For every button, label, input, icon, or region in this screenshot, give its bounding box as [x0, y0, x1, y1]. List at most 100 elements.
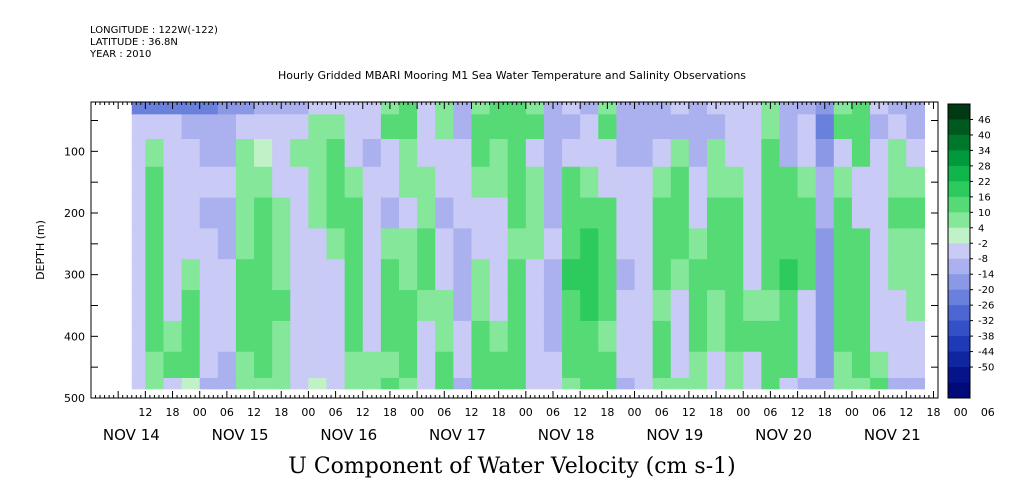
- heatmap-cell: [562, 228, 581, 260]
- heatmap-cell: [580, 102, 599, 115]
- heatmap-cell: [507, 102, 527, 115]
- colorbar-swatch: [948, 227, 970, 244]
- heatmap-cell: [797, 166, 817, 199]
- x-tick-label: 18: [383, 406, 397, 419]
- heatmap-cell: [688, 197, 708, 230]
- heatmap-cell: [399, 351, 418, 379]
- colorbar-label: -38: [978, 332, 994, 343]
- heatmap-cell: [562, 139, 581, 168]
- heatmap-cell: [235, 114, 255, 140]
- heatmap-cell: [362, 351, 382, 379]
- heatmap-cell: [851, 377, 871, 390]
- heatmap-cell: [888, 259, 907, 291]
- heatmap-cell: [344, 320, 364, 353]
- heatmap-cell: [906, 197, 926, 230]
- heatmap-cell: [543, 197, 563, 230]
- longitude-label: LONGITUDE : 122W(-122): [90, 25, 218, 36]
- colorbar-swatch: [948, 196, 970, 213]
- x-tick-label: 00: [736, 406, 750, 419]
- heatmap-cell: [417, 197, 436, 230]
- heatmap-cell: [525, 351, 545, 379]
- x-tick-label: 18: [166, 406, 180, 419]
- heatmap-cell: [326, 228, 346, 260]
- heatmap-cell: [453, 320, 473, 353]
- heatmap-cell: [471, 290, 491, 322]
- heatmap-cell: [489, 377, 509, 390]
- heatmap-cell: [217, 259, 237, 291]
- heatmap-cell: [580, 377, 599, 390]
- heatmap-cell: [344, 114, 364, 140]
- heatmap-cell: [888, 377, 907, 390]
- x-day-label: NOV 18: [538, 426, 595, 444]
- x-day-label: NOV 21: [864, 426, 921, 444]
- heatmap-cell: [272, 197, 291, 230]
- heatmap-cell: [906, 320, 926, 353]
- heatmap-cell: [131, 259, 146, 291]
- heatmap-cell: [707, 259, 726, 291]
- x-tick-label: 06: [655, 406, 669, 419]
- heatmap-cell: [326, 139, 346, 168]
- x-tick-label: 00: [301, 406, 315, 419]
- x-tick-label: 06: [763, 406, 777, 419]
- heatmap-cell: [525, 114, 545, 140]
- heatmap-cell: [906, 114, 926, 140]
- y-tick-label: 100: [64, 145, 85, 158]
- heatmap-cell: [163, 166, 183, 199]
- heatmap-cell: [562, 259, 581, 291]
- heatmap-cell: [435, 114, 454, 140]
- heatmap-cell: [670, 259, 690, 291]
- heatmap-cell: [797, 114, 817, 140]
- colorbar-label: 4: [978, 223, 984, 234]
- heatmap-cell: [725, 114, 744, 140]
- heatmap-cell: [471, 228, 491, 260]
- heatmap-cell: [833, 114, 853, 140]
- heatmap-cell: [507, 228, 527, 260]
- heatmap-cell: [815, 197, 835, 230]
- heatmap-cell: [326, 290, 346, 322]
- heatmap-cell: [235, 197, 255, 230]
- heatmap-cell: [707, 290, 726, 322]
- heatmap-cell: [743, 320, 762, 353]
- heatmap-cell: [743, 114, 762, 140]
- heatmap-cell: [906, 290, 926, 322]
- heatmap-cell: [362, 139, 382, 168]
- heatmap-cell: [779, 228, 799, 260]
- heatmap-cell: [417, 228, 436, 260]
- heatmap-cell: [815, 228, 835, 260]
- heatmap-cell: [634, 166, 654, 199]
- x-tick-label: 18: [709, 406, 723, 419]
- colorbar-swatch: [948, 165, 970, 182]
- heatmap-cell: [199, 259, 219, 291]
- heatmap-cell: [580, 114, 599, 140]
- heatmap-cell: [598, 377, 618, 390]
- heatmap-cell: [870, 377, 889, 390]
- heatmap-cell: [833, 228, 853, 260]
- heatmap-cell: [833, 351, 853, 379]
- heatmap-cell: [707, 197, 726, 230]
- heatmap-cell: [399, 228, 418, 260]
- colorbar-label: 34: [978, 146, 991, 157]
- heatmap-cell: [344, 166, 364, 199]
- heatmap-cell: [833, 259, 853, 291]
- heatmap-cell: [181, 114, 201, 140]
- heatmap-cell: [380, 197, 400, 230]
- heatmap-cell: [833, 290, 853, 322]
- heatmap-cell: [453, 114, 473, 140]
- heatmap-cell: [507, 114, 527, 140]
- heatmap-cell: [634, 320, 654, 353]
- heatmap-cell: [761, 320, 781, 353]
- x-tick-label: 12: [138, 406, 152, 419]
- heatmap-cell: [217, 197, 237, 230]
- heatmap-cell: [888, 166, 907, 199]
- heatmap-cell: [507, 139, 527, 168]
- x-day-label: NOV 16: [320, 426, 377, 444]
- heatmap-cell: [362, 377, 382, 390]
- x-tick-label: 06: [329, 406, 343, 419]
- heatmap-cell: [743, 290, 762, 322]
- heatmap-cell: [761, 351, 781, 379]
- heatmap-cell: [235, 259, 255, 291]
- heatmap-cell: [217, 377, 237, 390]
- colorbar-label: -44: [978, 347, 994, 358]
- heatmap-cell: [308, 139, 328, 168]
